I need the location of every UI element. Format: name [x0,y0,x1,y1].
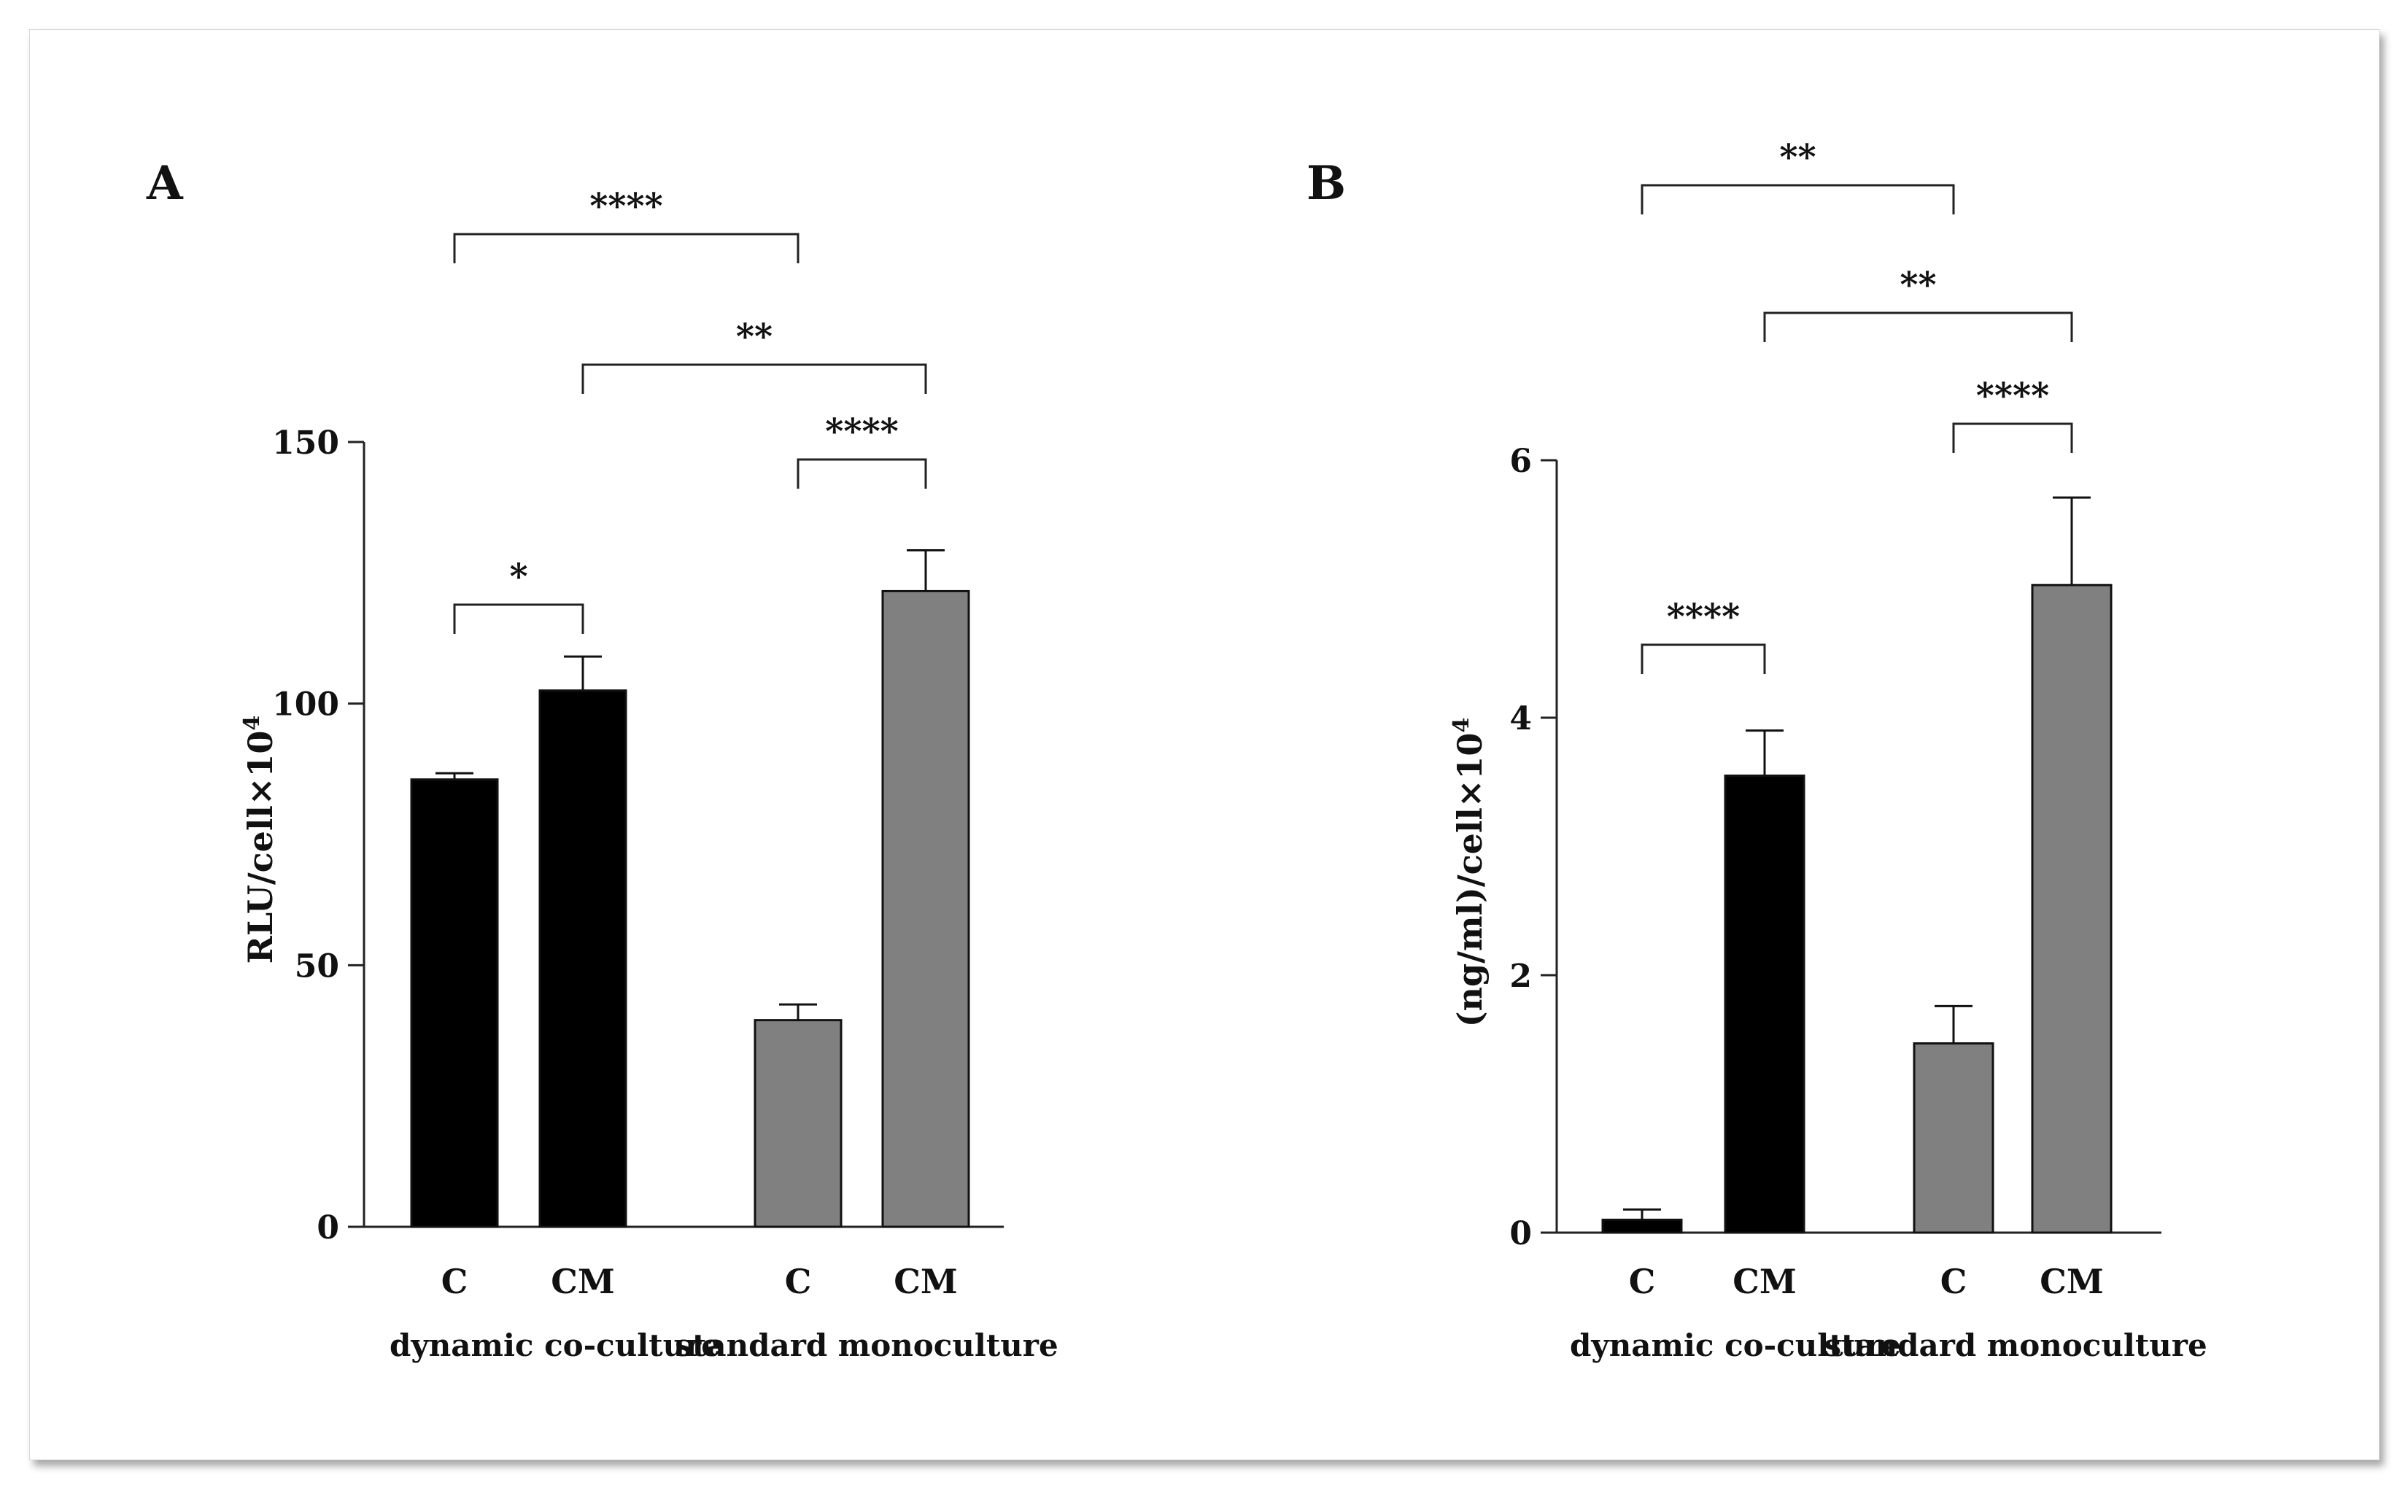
panel-a-letter: A [146,156,184,211]
panel-b-ylabel-text: (ng/ml)/cell×10 [1450,733,1490,1028]
panel-b-sig-label-0: **** [1667,597,1740,637]
panel-a-bar-1 [538,689,627,1228]
panel-a-sig-bracket-2 [581,363,927,394]
panel-b-ylabel-sup: 4 [1449,718,1474,733]
panel-a-ylabel: RLU/cell×104 [239,716,280,964]
panel-b-sig-bracket-0 [1641,643,1766,674]
panel-b-category-label-0: C [1629,1262,1656,1301]
panel-b-bar-1 [1724,774,1805,1234]
panel-b-ytick-label-3: 6 [1509,443,1532,480]
panel-b-ylabel: (ng/ml)/cell×104 [1449,718,1490,1028]
panel-b-ytick-label-2: 4 [1509,700,1532,737]
panel-a-bar-2 [754,1019,843,1228]
panel-b-letter: B [1306,156,1346,211]
panel-a-sig-label-1: **** [825,411,898,452]
panel-b-ytick-label-1: 2 [1509,958,1532,995]
panel-b-sig-bracket-2 [1763,311,2073,342]
panel-b-sig-bracket-1 [1952,422,2073,453]
panel-a-ylabel-text: RLU/cell×10 [241,731,280,964]
panel-b-sig-label-3: ** [1779,137,1816,178]
panel-a-group-label-0: dynamic co-culture [390,1327,721,1363]
panel-a-bar-0 [410,778,499,1228]
panel-a-group-label-1: standard monoculture [675,1327,1058,1363]
panel-b-bar-2 [1913,1042,1994,1234]
panel-a-ytick-label-1: 50 [295,947,339,985]
panel-b-category-label-1: CM [1733,1262,1797,1301]
panel-a-ytick-label-2: 100 [272,686,339,724]
panel-a-category-label-1: CM [551,1262,615,1301]
panel-a-ylabel-sup: 4 [239,716,265,731]
panel-b-group-label-0: dynamic co-culture [1570,1327,1901,1363]
panel-a-category-label-2: C [785,1262,812,1301]
panel-a-bar-3 [881,589,970,1228]
panel-a-category-label-3: CM [894,1262,958,1301]
panel-a-sig-bracket-3 [453,233,800,263]
panel-b-category-label-2: C [1940,1262,1967,1301]
panel-b-ytick-label-0: 0 [1509,1215,1532,1252]
panel-a-ytick-label-0: 0 [317,1209,339,1247]
panel-a-sig-label-0: * [509,557,527,597]
panel-b-group-label-1: standard monoculture [1824,1327,2207,1363]
panel-b-bar-3 [2031,584,2113,1234]
panel-a-sig-label-2: ** [736,317,773,357]
panel-a-sig-bracket-1 [797,458,927,489]
panel-a-category-label-0: C [441,1262,468,1301]
panel-a-sig-label-3: **** [589,186,662,227]
chart: A RLU/cell×104 B (ng/ml)/cell×104 050100… [146,137,2207,1363]
panel-b-sig-bracket-3 [1641,184,1955,214]
panel-b-bar-0 [1601,1218,1683,1234]
panel-b-sig-label-2: ** [1900,265,1936,306]
panel-a-sig-bracket-0 [453,603,584,634]
panel-b-sig-label-1: **** [1976,376,2049,416]
panel-b-category-label-3: CM [2040,1262,2104,1301]
figure-frame: A RLU/cell×104 B (ng/ml)/cell×104 0 50 100… [29,29,2380,1460]
panel-a-ytick-label-3: 150 [272,424,339,462]
